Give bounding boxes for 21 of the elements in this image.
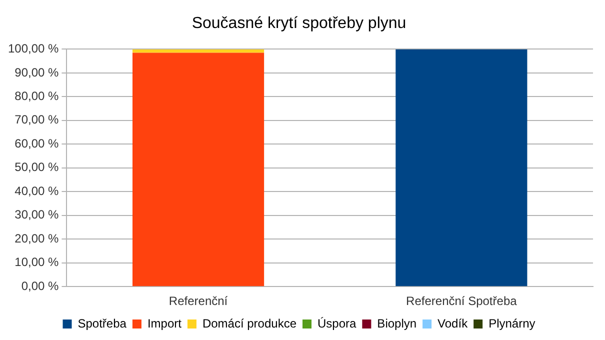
y-tick-label: 100,00 % (8, 42, 60, 56)
y-tick-label: 30,00 % (14, 208, 60, 222)
y-tick-label: 70,00 % (14, 112, 60, 127)
y-tick-label: 10,00 % (14, 255, 60, 270)
y-tick-label: 80,00 % (14, 88, 60, 103)
legend-label: Bioplyn (377, 316, 417, 330)
legend-label: Vodík (438, 316, 469, 330)
chart-title: Současné krytí spotřeby plynu (192, 15, 406, 32)
legend-label: Spotřeba (78, 316, 127, 330)
y-tick-label: 40,00 % (14, 184, 60, 198)
y-tick-label: 0,00 % (21, 278, 60, 293)
legend-label: Import (147, 316, 182, 330)
x-tick-label: Referenční Spotřeba (406, 294, 518, 308)
legend-label: Úspora (318, 316, 357, 330)
y-tick-label: 90,00 % (14, 65, 60, 80)
legend-label: Domácí produkce (202, 316, 297, 330)
y-tick-label: 50,00 % (14, 160, 60, 174)
x-tick-label: Referenční (168, 294, 228, 308)
y-tick-label: 20,00 % (14, 231, 60, 246)
y-tick-label: 60,00 % (14, 136, 60, 150)
legend-label: Plynárny (488, 316, 536, 330)
